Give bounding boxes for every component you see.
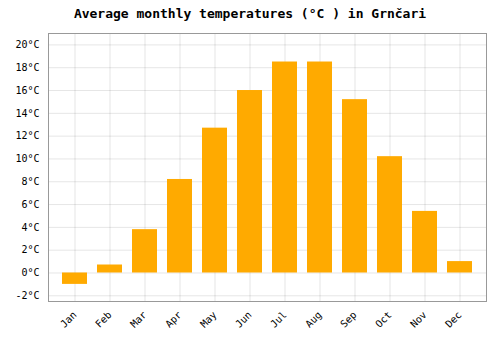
svg-text:Feb: Feb (93, 309, 114, 330)
svg-text:-2°C: -2°C (15, 290, 39, 301)
svg-text:14°C: 14°C (15, 108, 39, 119)
svg-text:Sep: Sep (338, 309, 359, 330)
svg-text:6°C: 6°C (21, 199, 39, 210)
svg-text:16°C: 16°C (15, 85, 39, 96)
svg-text:10°C: 10°C (15, 153, 39, 164)
svg-text:Oct: Oct (373, 309, 394, 330)
svg-text:12°C: 12°C (15, 130, 39, 141)
svg-text:Aug: Aug (303, 309, 324, 330)
svg-text:2°C: 2°C (21, 244, 39, 255)
svg-text:Dec: Dec (443, 309, 464, 330)
svg-text:Jan: Jan (58, 309, 79, 330)
svg-text:18°C: 18°C (15, 62, 39, 73)
svg-text:0°C: 0°C (21, 267, 39, 278)
svg-text:Jun: Jun (233, 309, 254, 330)
html-text:Average monthly temperatures (: Average monthly temperatures (°C ) in Gr… (73, 6, 427, 21)
svg-text:4°C: 4°C (21, 222, 39, 233)
svg-text:Nov: Nov (408, 309, 429, 330)
svg-text:May: May (198, 309, 219, 330)
svg-text:20°C: 20°C (15, 39, 39, 50)
svg-text:Apr: Apr (163, 309, 184, 330)
svg-text:Mar: Mar (128, 309, 149, 330)
svg-text:Jul: Jul (268, 309, 289, 330)
svg-text:8°C: 8°C (21, 176, 39, 187)
